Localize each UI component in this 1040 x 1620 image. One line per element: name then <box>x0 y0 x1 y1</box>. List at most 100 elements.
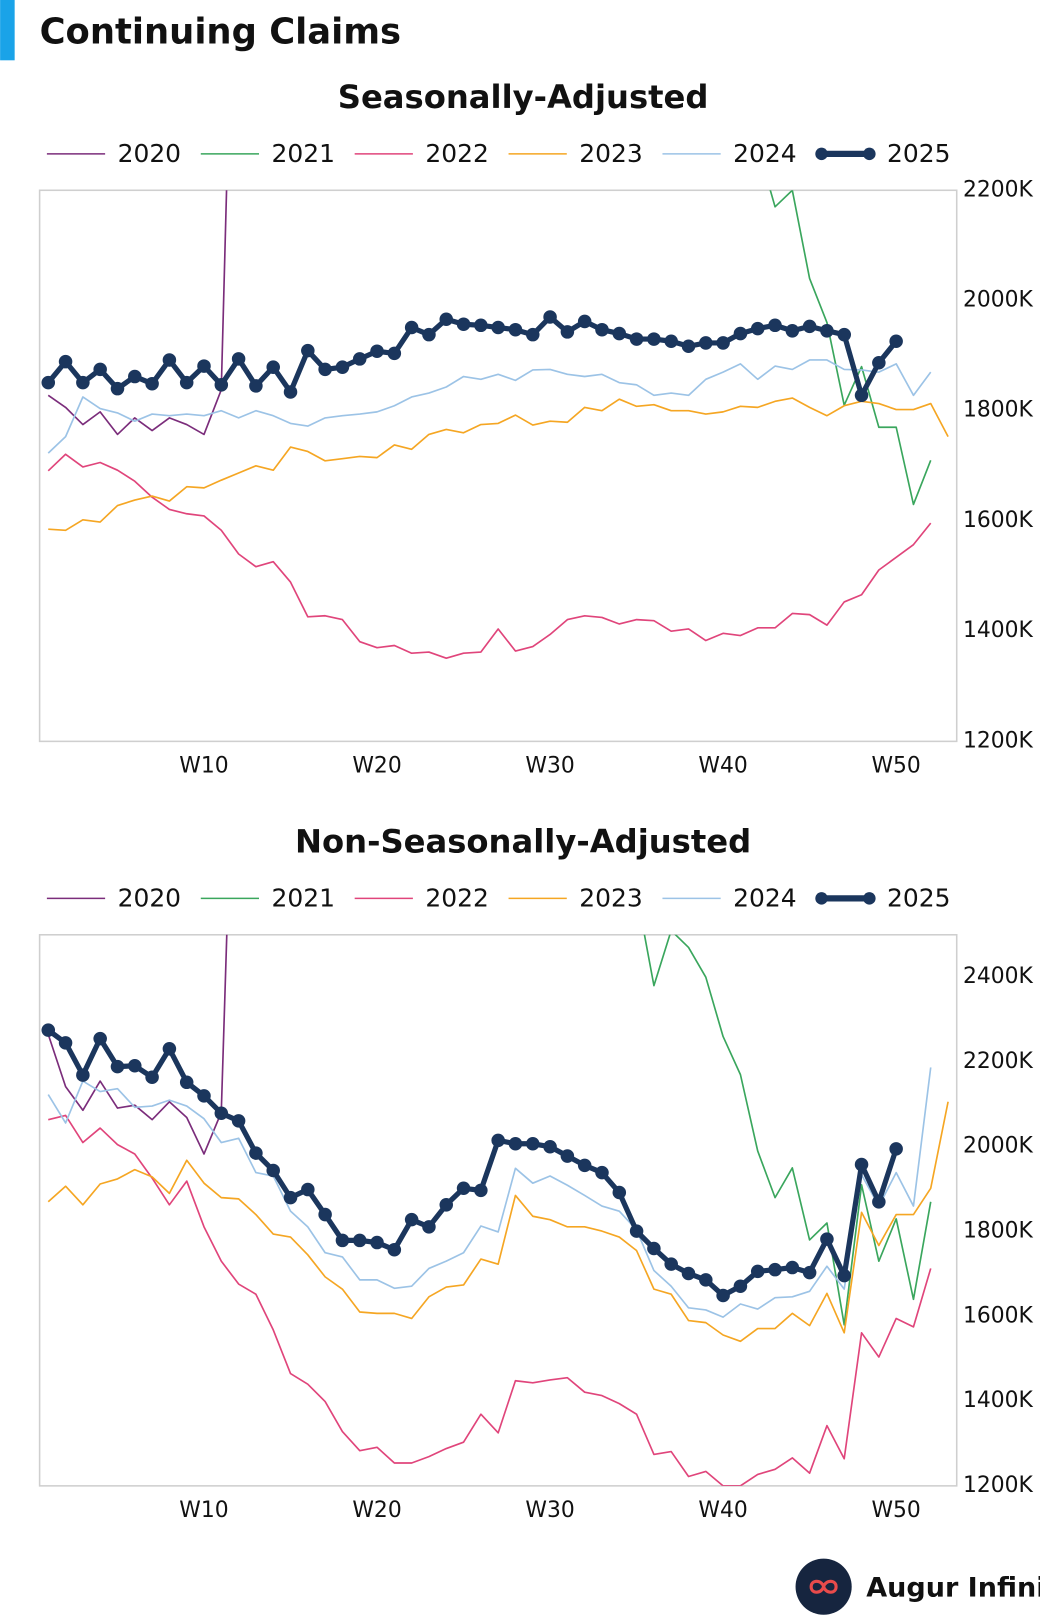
series-marker <box>58 354 73 369</box>
series-marker <box>577 1158 592 1173</box>
series-marker <box>474 318 488 333</box>
series-marker <box>491 1133 505 1148</box>
series-marker <box>214 378 229 392</box>
series-marker <box>716 1288 730 1303</box>
series-marker <box>474 1183 488 1198</box>
x-tick-label: W30 <box>525 1498 574 1523</box>
series-marker <box>802 1265 817 1280</box>
series-marker <box>231 1114 246 1128</box>
series-marker <box>422 327 436 342</box>
series-marker <box>699 1273 713 1287</box>
series-line <box>47 1067 932 1318</box>
series-marker <box>577 314 592 329</box>
series-marker <box>508 1137 523 1151</box>
series-marker <box>768 1262 782 1277</box>
plot-series <box>41 934 949 1486</box>
series-marker <box>526 327 540 342</box>
x-tick-label: W20 <box>352 1498 401 1523</box>
x-tick-label: W50 <box>871 753 920 778</box>
x-tick-label: W10 <box>179 753 228 778</box>
series-marker <box>543 310 557 324</box>
series-marker <box>145 376 159 391</box>
series-marker <box>854 1157 869 1172</box>
y-tick-label: 1600K <box>963 1303 1034 1328</box>
series-marker <box>716 336 730 350</box>
y-tick-label: 1200K <box>963 728 1034 753</box>
series-marker <box>352 352 367 366</box>
y-tick-label: 1800K <box>963 1219 1034 1244</box>
legend-label: 2020 <box>118 883 181 912</box>
series-line <box>46 314 899 398</box>
plot-frame <box>38 933 958 1487</box>
series-marker <box>387 346 402 361</box>
series-marker <box>612 326 627 341</box>
page-title: Continuing Claims <box>40 11 401 52</box>
series-marker <box>110 1059 125 1074</box>
series-line <box>47 1101 949 1343</box>
series-marker <box>785 1260 800 1275</box>
series-marker <box>387 1242 402 1257</box>
series-marker <box>214 1106 229 1121</box>
x-tick-label: W30 <box>525 753 574 778</box>
series-marker <box>197 359 211 373</box>
series-marker <box>456 317 471 331</box>
legend-label: 2020 <box>118 139 181 168</box>
series-marker <box>872 1195 886 1209</box>
series-marker <box>179 1075 194 1090</box>
x-tick-label: W10 <box>179 1498 228 1523</box>
series-marker <box>318 1207 332 1222</box>
series-marker <box>889 334 903 349</box>
series-marker <box>110 381 125 396</box>
series-marker <box>491 320 505 335</box>
y-tick-label: 1600K <box>963 508 1034 533</box>
series-marker <box>889 1142 903 1156</box>
series-marker <box>820 1232 834 1246</box>
y-tick-label: 2400K <box>963 964 1034 989</box>
chart-title: Seasonally-Adjusted <box>338 78 709 116</box>
series-marker <box>335 1233 350 1248</box>
series-marker <box>249 379 263 393</box>
series-marker <box>249 1146 263 1160</box>
series-marker <box>93 1031 107 1046</box>
series-marker <box>128 369 142 384</box>
chart-title: Non-Seasonally-Adjusted <box>295 822 751 860</box>
series-marker <box>41 1023 56 1037</box>
y-tick-label: 2200K <box>963 1049 1034 1074</box>
series-marker <box>629 1224 644 1238</box>
series-marker <box>629 332 644 346</box>
series-marker <box>283 1190 298 1205</box>
series-marker <box>179 375 194 390</box>
series-marker <box>76 375 90 390</box>
series-line <box>48 397 949 532</box>
series-line <box>46 1028 899 1299</box>
series-line <box>48 1114 932 1486</box>
series-marker <box>837 327 851 342</box>
series-marker <box>560 325 575 339</box>
series-marker <box>404 1212 419 1227</box>
series-marker <box>162 353 177 367</box>
legend-label: 2025 <box>887 139 950 168</box>
series-marker <box>750 1264 765 1279</box>
series-marker <box>439 312 454 326</box>
series-marker <box>612 1185 627 1200</box>
series-marker <box>681 339 696 353</box>
series-marker <box>768 318 782 333</box>
y-tick-label: 2000K <box>963 288 1034 313</box>
series-line <box>769 190 932 506</box>
series-marker <box>872 356 886 370</box>
series-marker <box>854 388 869 403</box>
brand-logo <box>795 1558 852 1615</box>
legend-marker <box>863 892 876 905</box>
series-marker <box>733 326 748 341</box>
series-marker <box>664 334 678 349</box>
x-tick-label: W40 <box>698 1498 747 1523</box>
series-marker <box>301 1182 315 1197</box>
legend-marker <box>815 147 828 161</box>
series-marker <box>508 322 523 337</box>
series-marker <box>335 360 350 374</box>
legend-label: 2022 <box>425 883 488 912</box>
plot-series <box>41 190 949 660</box>
series-marker <box>595 322 609 337</box>
